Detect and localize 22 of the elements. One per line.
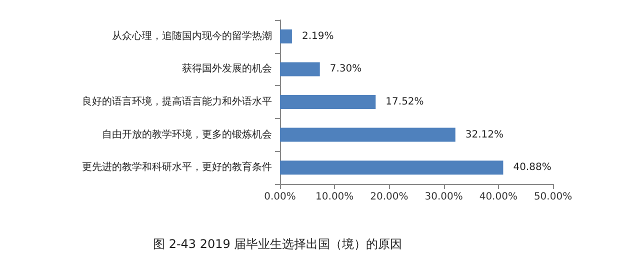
bar	[280, 128, 456, 142]
y-tick-label: 获得国外发展的机会	[182, 62, 272, 75]
bar	[280, 95, 376, 109]
x-tick-label: 50.00%	[534, 192, 572, 202]
data-label: 7.30%	[330, 64, 362, 75]
data-label: 40.88%	[513, 162, 552, 174]
bar	[280, 160, 504, 175]
y-tick-label: 良好的语言环境，提高语言能力和外语水平	[82, 96, 272, 108]
x-tick-label: 10.00%	[316, 192, 354, 202]
x-tick-label: 0.00%	[264, 192, 296, 202]
x-tick-label: 40.00%	[479, 192, 518, 202]
data-label: 17.52%	[386, 96, 424, 108]
data-label: 2.19%	[302, 30, 334, 42]
bar	[280, 62, 320, 76]
x-tick-label: 20.00%	[370, 192, 408, 202]
y-tick-label: 从众心理，追随国内现今的留学热潮	[112, 30, 272, 42]
data-label: 32.12%	[465, 129, 504, 140]
y-tick-label: 自由开放的教学环境，更多的锻炼机会	[102, 128, 272, 140]
y-tick-label: 更先进的教学和科研水平，更好的教育条件	[82, 161, 272, 174]
text: 图 2-43 2019 届毕业生选择出国（境）的原因	[153, 237, 402, 251]
bar	[280, 29, 292, 44]
x-tick-label: 30.00%	[424, 192, 463, 202]
